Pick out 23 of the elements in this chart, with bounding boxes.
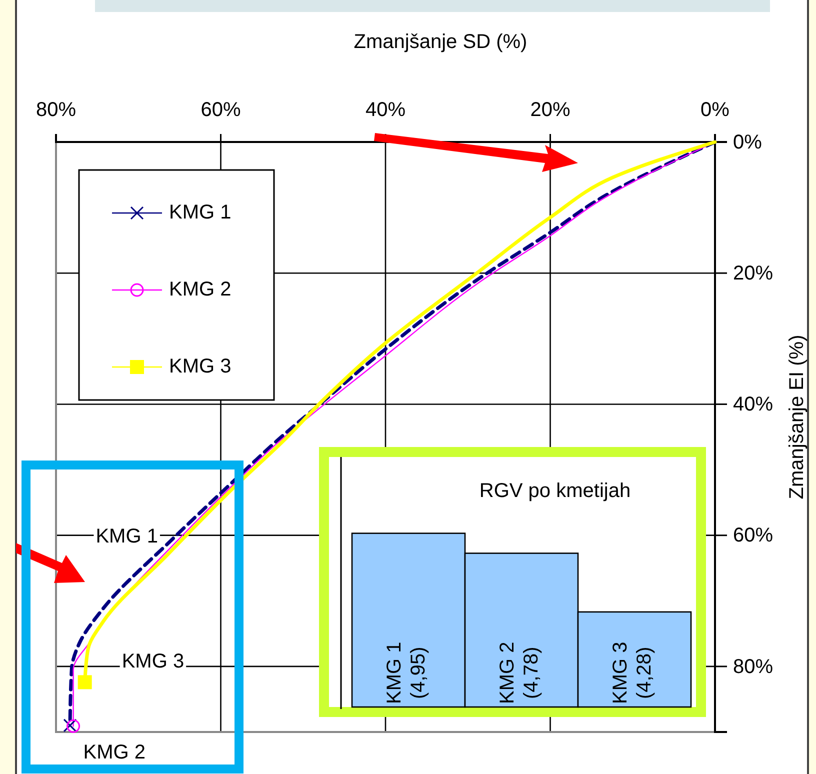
data-label: (4,95) [408,646,430,699]
x-axis-title: Zmanjšanje SD (%) [354,31,528,53]
annotation: KMG 2 [83,741,146,764]
y-tick-label: 20% [733,262,774,285]
x-tick-label: KMG 3 [610,642,632,704]
y-axis-title: Zmanjšanje EI (%) [786,334,808,500]
x-tick-label: 20% [530,99,570,121]
y-tick-label: 40% [733,394,774,416]
x-tick-label: 0% [700,99,730,121]
x-tick-label: 60% [200,99,241,121]
x-tick-label: 40% [365,99,406,121]
legend-label: KMG 3 [169,355,232,378]
legend-label: KMG 2 [169,278,232,300]
data-label: (4,78) [520,646,542,699]
legend-label: KMG 1 [169,201,232,224]
data-label: (4,28) [634,646,656,699]
x-tick-label: KMG 2 [496,642,518,704]
text: RGV po kmetijah [479,480,631,502]
annotation: KMG 1 [96,526,158,548]
x-tick-label: KMG 1 [384,642,406,704]
y-tick-label: 60% [733,524,774,547]
y-tick-label: 0% [733,131,762,154]
x-tick-label: 80% [36,99,76,121]
